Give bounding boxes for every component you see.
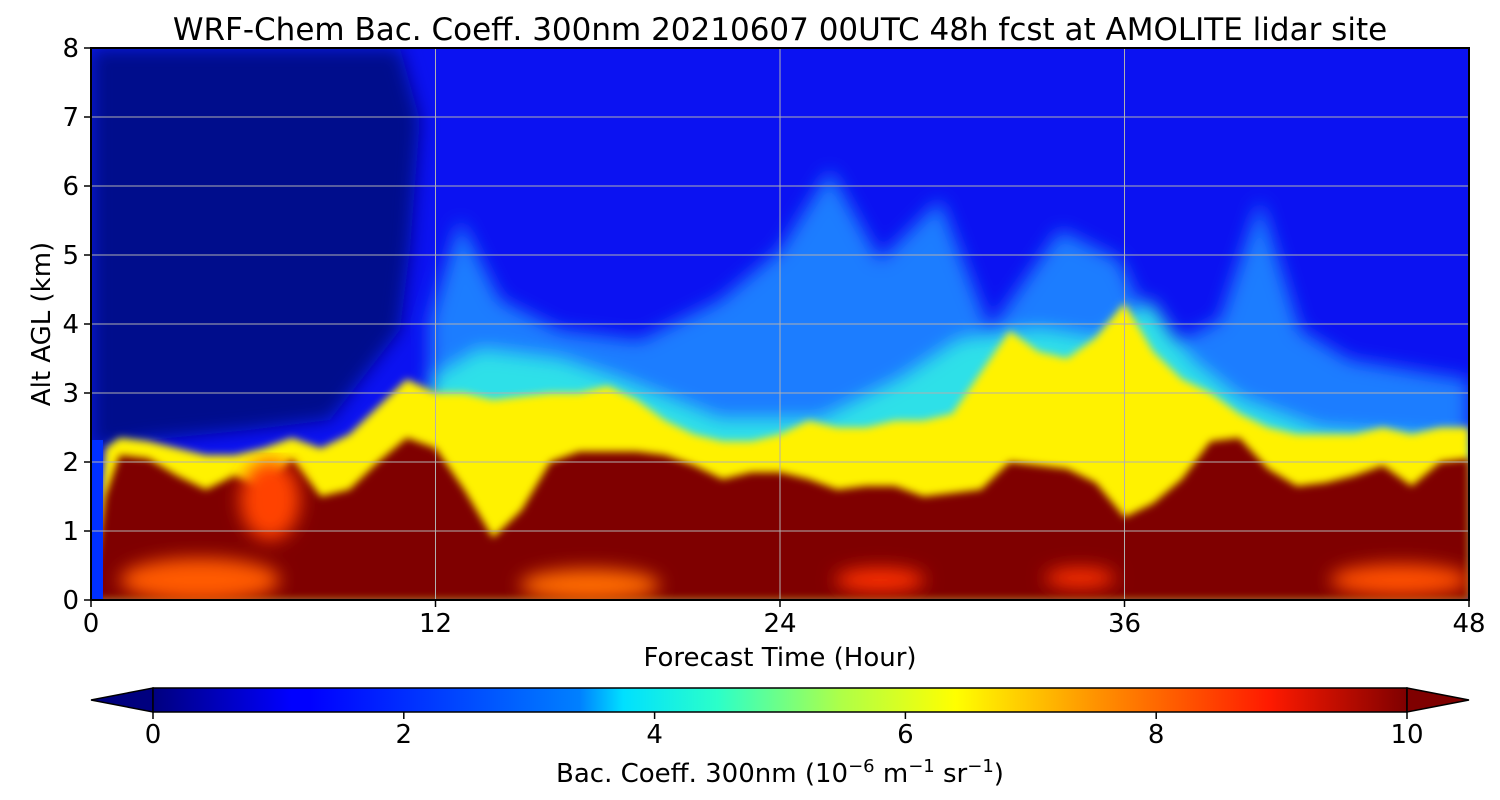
y-tick-label: 7 xyxy=(62,103,79,133)
colorbar-tick-label: 10 xyxy=(1390,720,1423,750)
x-axis-label: Forecast Time (Hour) xyxy=(643,643,916,673)
y-tick-label: 5 xyxy=(62,241,79,271)
lower-pocket-5 xyxy=(1045,568,1115,588)
colorbar: 0 2 4 6 8 10 Bac. Coeff. 300nm (10−6 m−1 sr−1… xyxy=(90,687,1470,789)
colorbar-tick-label: 4 xyxy=(646,720,663,750)
y-tick-label: 4 xyxy=(62,310,79,340)
lower-pocket-6 xyxy=(1330,564,1469,596)
colorbar-over-extension xyxy=(1406,687,1470,713)
x-tick-label: 0 xyxy=(83,609,100,639)
chart-title: WRF-Chem Bac. Coeff. 300nm 20210607 00UT… xyxy=(173,12,1387,48)
colorbar-ticks: 0 2 4 6 8 10 xyxy=(145,712,1424,750)
colorbar-tick-label: 0 xyxy=(145,720,162,750)
x-tick-label: 24 xyxy=(763,609,796,639)
lower-pocket-2 xyxy=(240,460,300,540)
x-tick-label: 48 xyxy=(1452,609,1485,639)
colorbar-tick-label: 2 xyxy=(396,720,413,750)
y-tick-label: 0 xyxy=(62,586,79,616)
colorbar-tick-label: 8 xyxy=(1148,720,1165,750)
lower-pocket-4 xyxy=(835,568,925,592)
y-tick-label: 1 xyxy=(62,517,79,547)
initial-spinup-column xyxy=(91,440,103,600)
plot-frame xyxy=(90,47,1470,601)
y-tick-label: 3 xyxy=(62,379,79,409)
colorbar-gradient xyxy=(152,687,1408,713)
y-tick-label: 6 xyxy=(62,172,79,202)
colorbar-tick-label: 6 xyxy=(897,720,914,750)
y-tick-label: 8 xyxy=(62,34,79,64)
y-tick-label: 2 xyxy=(62,448,79,478)
colorbar-under-extension xyxy=(90,687,154,713)
y-axis-label: Alt AGL (km) xyxy=(27,242,57,406)
x-tick-label: 36 xyxy=(1108,609,1141,639)
clean-air-region xyxy=(91,48,420,450)
x-tick-label: 12 xyxy=(419,609,452,639)
lower-pocket-1 xyxy=(120,558,280,600)
lower-pocket-3 xyxy=(520,569,660,600)
colorbar-label: Bac. Coeff. 300nm (10−6 m−1 sr−1) xyxy=(556,756,1004,789)
